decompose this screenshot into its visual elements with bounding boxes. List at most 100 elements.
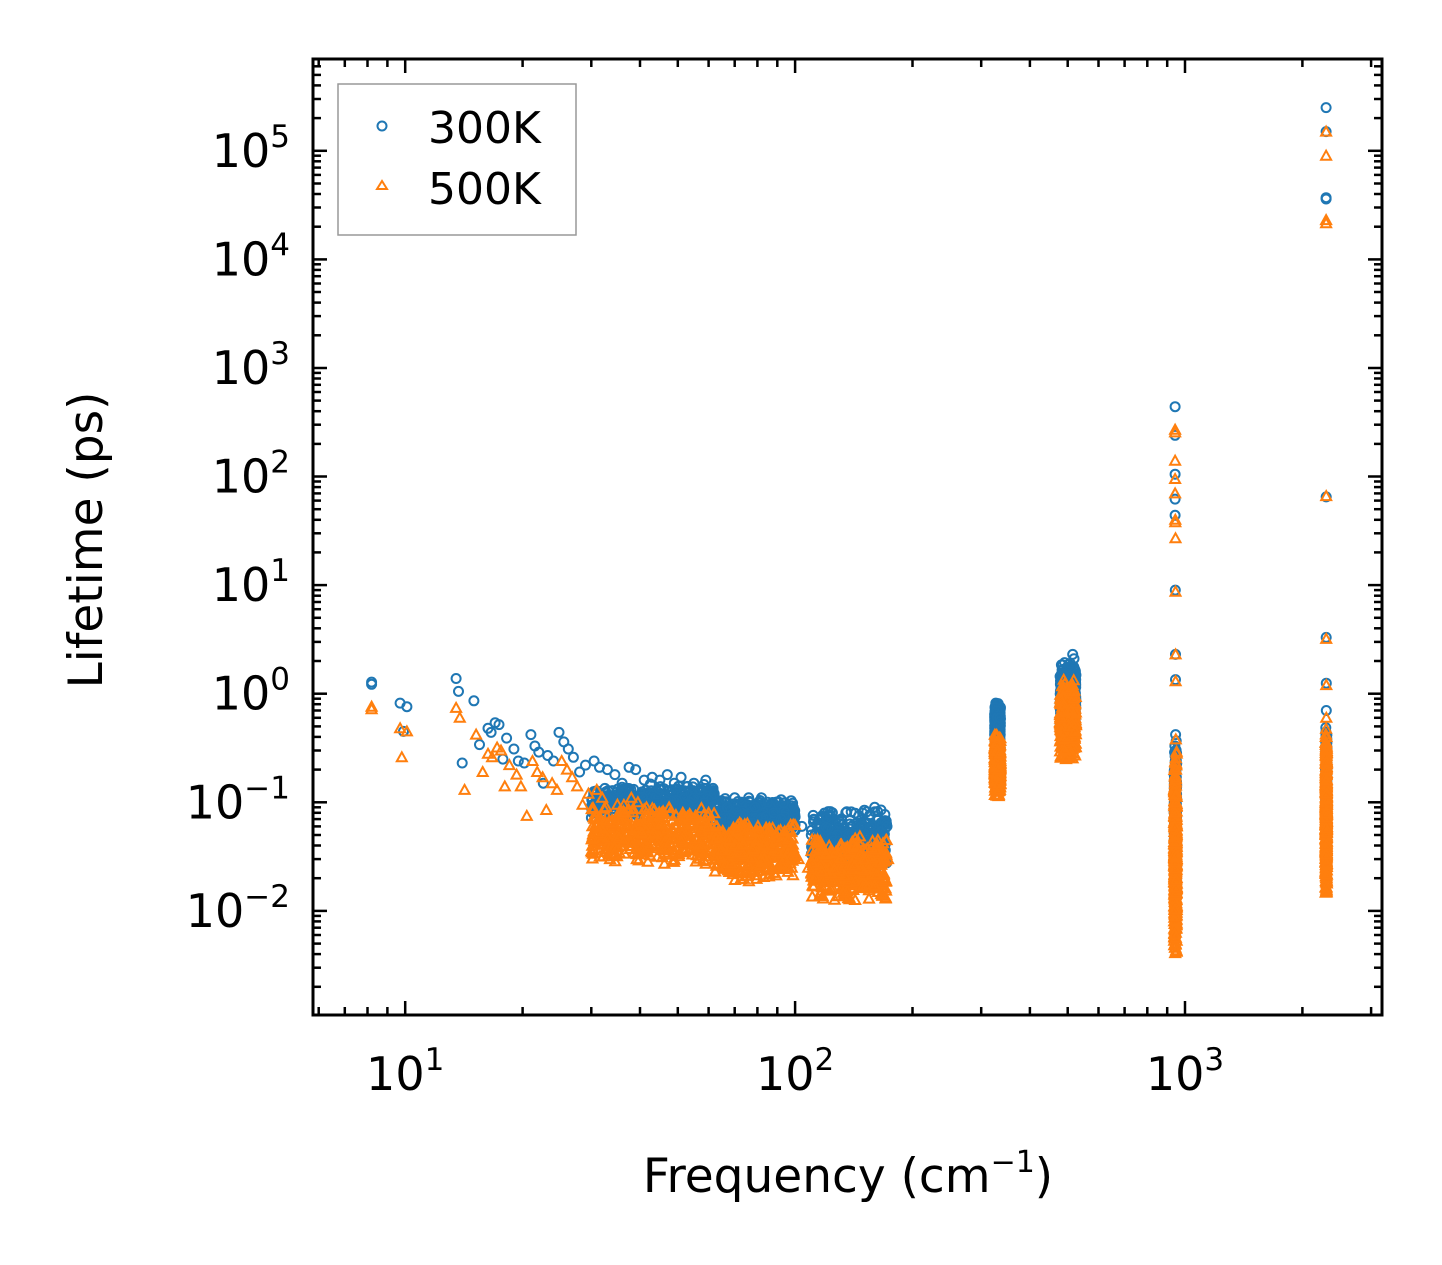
data-point-500k: [815, 864, 829, 877]
data-point-500k: [689, 854, 703, 867]
data-point-300k: [841, 806, 853, 818]
data-point-300k: [661, 769, 673, 781]
data-point-300k: [994, 712, 1006, 724]
data-point-500k: [805, 889, 819, 902]
data-point-500k: [672, 849, 686, 862]
data-point-300k: [675, 771, 687, 783]
data-point-500k: [675, 831, 689, 844]
data-point-300k: [755, 799, 767, 811]
data-point-300k: [869, 801, 881, 813]
data-point-300k: [542, 750, 554, 761]
data-points-layer: [364, 102, 1334, 959]
data-point-300k: [603, 793, 615, 805]
data-point-500k: [993, 731, 1008, 744]
data-point-500k: [598, 844, 612, 857]
data-point-500k: [643, 848, 657, 861]
data-point-300k: [1320, 102, 1332, 114]
data-point-500k: [602, 813, 616, 826]
data-point-500k: [704, 812, 719, 825]
data-point-500k: [738, 836, 752, 849]
data-point-500k: [601, 830, 615, 843]
data-point-300k: [537, 777, 549, 789]
data-point-500k: [741, 857, 755, 870]
data-point-500k: [724, 856, 738, 869]
data-point-500k: [805, 855, 819, 868]
data-point-500k: [626, 805, 640, 818]
data-point-300k: [708, 788, 720, 800]
data-point-300k: [512, 755, 524, 767]
data-point-500k: [810, 835, 824, 848]
data-point-500k: [676, 808, 690, 821]
data-point-500k: [749, 871, 764, 884]
data-point-300k: [1169, 493, 1181, 505]
data-point-300k: [508, 743, 520, 755]
data-point-500k: [784, 825, 798, 838]
data-point-500k: [808, 870, 822, 883]
data-point-500k: [585, 851, 600, 864]
data-point-300k: [1170, 729, 1182, 741]
data-point-300k: [366, 678, 378, 690]
data-point-500k: [861, 859, 875, 872]
data-point-300k: [450, 673, 462, 684]
data-point-500k: [836, 885, 850, 898]
data-point-300k: [768, 807, 779, 819]
data-point-500k: [632, 853, 646, 866]
data-point-500k: [877, 868, 891, 881]
data-point-500k: [597, 801, 611, 814]
data-point-300k: [813, 813, 825, 825]
data-point-500k: [837, 858, 851, 871]
data-point-500k: [612, 812, 626, 825]
data-point-500k: [725, 846, 739, 859]
data-point-500k: [654, 815, 669, 828]
data-point-500k: [694, 801, 709, 814]
data-point-300k: [533, 746, 545, 758]
data-point-300k: [875, 826, 887, 838]
data-point-300k: [401, 701, 413, 713]
data-point-500k: [650, 841, 665, 854]
data-point-500k: [676, 842, 690, 855]
data-point-500k: [683, 807, 697, 820]
data-point-500k: [781, 832, 795, 845]
data-point-300k: [1068, 653, 1080, 665]
data-point-500k: [869, 842, 883, 855]
data-point-500k: [708, 864, 722, 877]
data-point-500k: [853, 829, 867, 842]
data-point-500k: [641, 854, 655, 867]
data-point-500k: [732, 840, 746, 853]
data-point-300k: [755, 812, 767, 824]
data-point-500k: [711, 833, 726, 846]
data-point-500k: [848, 874, 862, 887]
data-point-300k: [474, 739, 485, 751]
data-point-300k: [671, 794, 683, 806]
data-point-300k: [1169, 401, 1181, 413]
data-point-500k: [833, 851, 847, 864]
data-point-500k: [786, 868, 800, 881]
data-point-300k: [601, 764, 613, 776]
data-point-500k: [585, 802, 599, 815]
data-point-500k: [694, 839, 709, 852]
data-point-500k: [749, 844, 764, 857]
data-point-500k: [659, 817, 673, 830]
data-point-300k: [623, 761, 635, 773]
data-point-300k: [688, 792, 700, 804]
data-point-500k: [591, 826, 606, 839]
data-point-500k: [694, 824, 708, 837]
data-point-300k: [716, 804, 728, 816]
data-point-500k: [812, 841, 826, 854]
data-point-300k: [456, 757, 468, 769]
data-point-300k: [762, 796, 774, 808]
data-point-500k: [742, 874, 756, 887]
data-point-500k: [621, 820, 635, 833]
data-point-500k: [815, 843, 829, 856]
data-point-500k: [849, 840, 864, 853]
data-point-500k: [590, 819, 604, 832]
data-point-500k: [736, 847, 751, 860]
data-point-300k: [875, 804, 887, 816]
data-point-300k: [493, 719, 505, 731]
data-point-500k: [713, 849, 727, 862]
data-point-500k: [663, 835, 677, 848]
data-point-300k: [553, 726, 565, 738]
data-point-300k: [721, 801, 733, 813]
data-point-500k: [822, 838, 836, 851]
